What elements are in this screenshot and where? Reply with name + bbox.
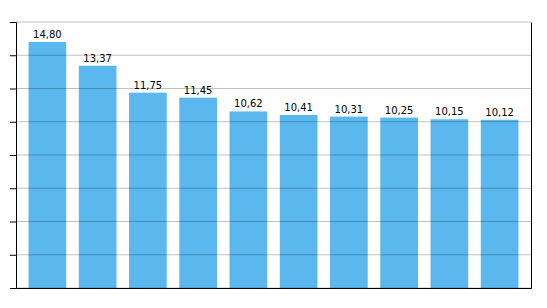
tick-mark <box>10 188 16 189</box>
tick <box>10 188 16 189</box>
grid <box>16 22 531 288</box>
tick-mark <box>10 122 16 123</box>
data-label: 10,25 <box>385 105 414 116</box>
data-label: 13,37 <box>83 53 112 64</box>
axis-line <box>17 288 532 289</box>
bar <box>29 42 67 288</box>
grid-line <box>16 188 531 189</box>
x-axis <box>17 288 532 290</box>
tick <box>10 255 16 256</box>
data-label: 10,12 <box>485 107 514 118</box>
grid-line <box>16 88 531 89</box>
tick <box>10 22 16 23</box>
bars <box>29 42 519 288</box>
tick <box>10 222 16 223</box>
bar <box>380 118 418 288</box>
bar <box>481 120 519 288</box>
bar <box>179 98 217 288</box>
grid-line <box>16 121 531 122</box>
data-labels: 14,80 13,37 11,75 11,45 10,62 10,41 10,31 10,25… <box>33 29 514 118</box>
data-label: 11,75 <box>134 80 163 91</box>
grid-line <box>16 254 531 255</box>
data-label: 10,41 <box>284 102 313 113</box>
data-label: 11,45 <box>184 85 213 96</box>
bar <box>330 117 368 288</box>
tick <box>10 155 16 156</box>
data-label: 10,31 <box>335 104 364 115</box>
tick-mark <box>10 89 16 90</box>
tick <box>10 89 16 90</box>
data-label: 10,15 <box>435 106 464 117</box>
tick-mark <box>10 222 16 223</box>
bar <box>280 115 318 288</box>
grid-line <box>16 155 531 156</box>
axis-line <box>10 23 17 289</box>
tick-mark <box>10 22 16 23</box>
data-label: 14,80 <box>33 29 62 40</box>
bar <box>431 119 469 288</box>
grid-line <box>16 288 531 289</box>
tick-mark <box>10 55 16 56</box>
axis-line <box>531 23 532 289</box>
tick <box>10 55 16 56</box>
y-axis <box>10 23 17 289</box>
tick-mark <box>10 288 16 289</box>
plot: 14,80 13,37 11,75 11,45 10,62 10,41 10,31 10,25… <box>10 22 532 289</box>
grid-line <box>16 22 531 23</box>
bar <box>230 111 268 288</box>
tick <box>10 122 16 123</box>
data-label: 10,62 <box>234 98 263 109</box>
y-axis-right <box>531 23 532 289</box>
tick-mark <box>10 155 16 156</box>
chart: 14,80 13,37 11,75 11,45 10,62 10,41 10,31 10,25… <box>0 0 547 308</box>
tick <box>10 288 16 289</box>
tick-mark <box>10 255 16 256</box>
grid-line <box>16 221 531 222</box>
